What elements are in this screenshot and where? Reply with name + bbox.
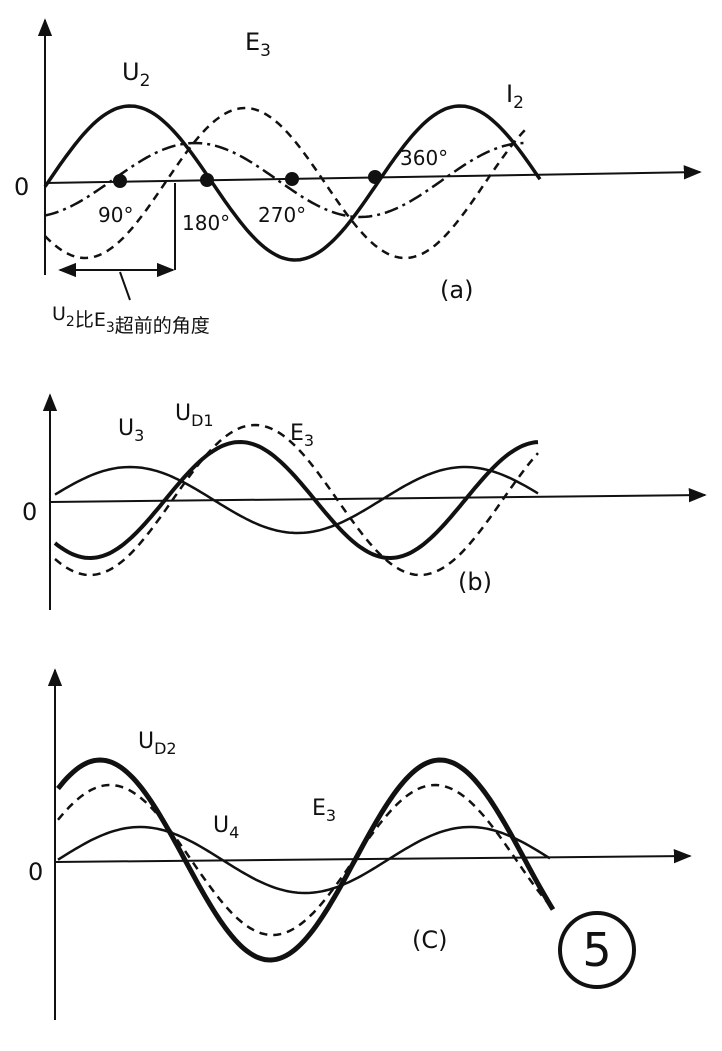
caption: (b) [458, 568, 492, 596]
label-main: 比E [75, 309, 106, 331]
e3-wave [57, 783, 551, 937]
i2-wave [44, 141, 529, 219]
label-main: E [290, 421, 304, 446]
label-main: E [312, 796, 326, 821]
leader [119, 271, 131, 301]
label-main: E [245, 28, 260, 56]
ud1-wave [53, 439, 539, 561]
label-main: U [122, 58, 140, 86]
badge-number: 5 [582, 923, 611, 977]
angle-label: 360° [400, 146, 448, 170]
badge-circle [558, 911, 636, 989]
label-sub: 3 [106, 320, 115, 336]
label-sub: 3 [304, 431, 314, 450]
dot [200, 173, 214, 187]
u3-label: U3 [118, 416, 144, 445]
x-axis [54, 848, 692, 864]
u4-label: U4 [213, 813, 239, 842]
origin-label: 0 [28, 858, 43, 886]
label-sub: 2 [513, 93, 524, 113]
label-sub: 2 [66, 314, 75, 330]
angle-label: 90° [98, 203, 133, 227]
label-sub: D2 [154, 739, 177, 758]
u2-label: U2 [122, 58, 150, 91]
label-main: I [506, 80, 513, 108]
x-axis [49, 487, 707, 503]
ud2-label: UD2 [138, 729, 177, 758]
u4-wave [57, 825, 551, 895]
u3-wave [54, 465, 539, 535]
caption: (a) [440, 276, 473, 304]
e3-wave [44, 106, 529, 260]
label-main: U [138, 729, 154, 754]
e3-label: E3 [290, 421, 314, 450]
label-sub: 3 [260, 41, 271, 61]
label-main: U [213, 813, 229, 838]
dot [285, 172, 299, 186]
ud2-wave [56, 757, 556, 963]
label-sub: D1 [191, 411, 214, 430]
label-sub: 2 [140, 71, 151, 91]
label-sub: 3 [134, 426, 144, 445]
label-main: U [52, 303, 66, 325]
label-sub: 4 [229, 823, 239, 842]
angle-label: 180° [182, 211, 230, 235]
label-main: 超前的角度 [115, 315, 210, 337]
origin-label: 0 [22, 498, 37, 526]
label-main: U [175, 401, 191, 426]
caption: (C) [412, 926, 447, 954]
ud1-label: UD1 [175, 401, 214, 430]
i2-label: I2 [506, 80, 524, 113]
angle-label: 270° [258, 203, 306, 227]
phase-note: U2比E3超前的角度 [52, 303, 210, 337]
u2-wave [43, 104, 542, 262]
e3-label: E3 [312, 796, 336, 825]
label-main: U [118, 416, 134, 441]
origin-label: 0 [14, 173, 29, 201]
label-sub: 3 [326, 806, 336, 825]
e3-label: E3 [245, 28, 271, 61]
